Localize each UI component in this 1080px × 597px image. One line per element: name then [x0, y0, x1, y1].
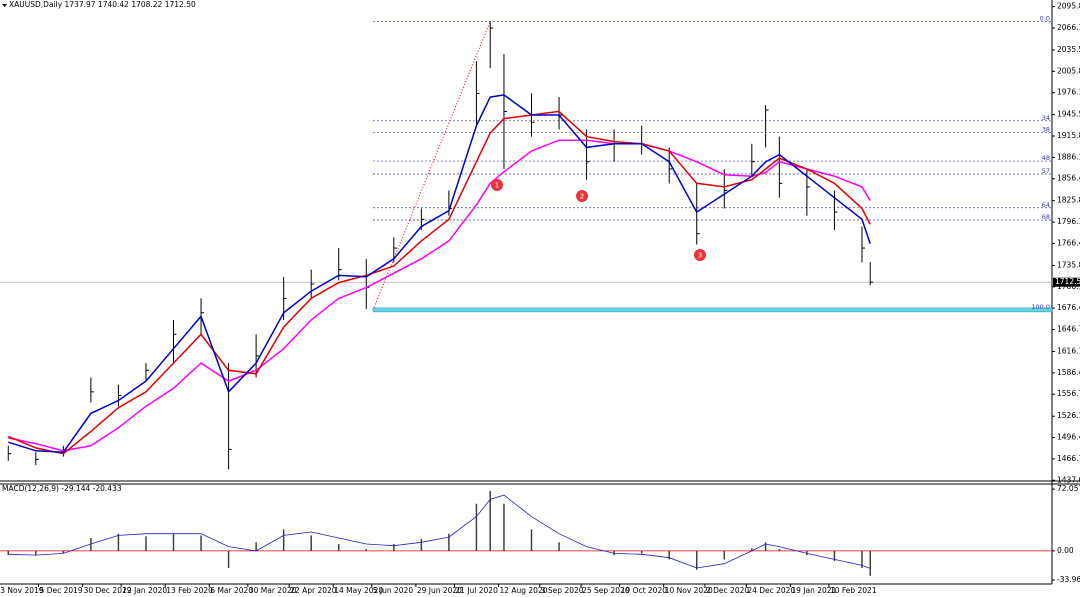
x-tick-label: 21 Jul 2020	[455, 586, 498, 595]
y-tick-label: 2066.10	[1057, 23, 1080, 32]
x-tick-label: 10 Nov 2020	[665, 586, 713, 595]
x-tick-label: 3 Sep 2020	[541, 586, 584, 595]
fib-label: 100.0	[1031, 303, 1050, 311]
y-tick-label: 1466.70	[1057, 454, 1080, 463]
y-tick-label: 1586.40	[1057, 368, 1080, 377]
x-tick-label: 13 Nov 2019	[0, 586, 44, 595]
signal-line	[8, 494, 871, 569]
x-tick-label: 30 Mar 2020	[249, 586, 297, 595]
macd-label: MACD(12,26,9) -29.144 -20.433	[2, 484, 122, 493]
x-tick-label: 12 Aug 2020	[499, 586, 547, 595]
x-tick-label: 5 Jun 2020	[373, 586, 414, 595]
y-tick-label: 2035.50	[1057, 45, 1080, 54]
marker	[491, 179, 503, 191]
y-tick-label: 1676.40	[1057, 303, 1080, 312]
y-tick-label: 1735.80	[1057, 260, 1080, 269]
fib-label: 38	[1042, 125, 1050, 133]
x-tick-label: 14 May 2020	[334, 586, 383, 595]
y-tick-label: -33.963	[1057, 575, 1080, 584]
current-price-box	[1053, 277, 1080, 287]
x-tick-label: 24 Dec 2020	[747, 586, 795, 595]
x-tick-label: 22 Apr 2020	[290, 586, 337, 595]
x-tick-label: 10 Feb 2021	[830, 586, 877, 595]
y-tick-label: 72.057	[1057, 484, 1080, 493]
fib-label: 68	[1042, 213, 1050, 221]
y-tick-label: 1915.80	[1057, 131, 1080, 140]
x-tick-label: 19 Oct 2020	[621, 586, 668, 595]
x-tick-label: 2 Dec 2020	[706, 586, 749, 595]
chart-title: XAUUSD,Daily 1737.97 1740.42 1708.22 171…	[9, 0, 196, 9]
y-tick-label: 1766.40	[1057, 238, 1080, 247]
fib-label: 0.0	[1040, 15, 1050, 23]
marker-label: 3	[698, 252, 702, 260]
fib-band	[372, 307, 1053, 313]
moving-average	[8, 139, 871, 452]
fib-label: 64	[1042, 201, 1050, 209]
fib-trend-line	[372, 21, 491, 311]
moving-average	[8, 94, 871, 453]
x-tick-label: 22 Jan 2020	[122, 586, 167, 595]
y-tick-label: 1556.70	[1057, 389, 1080, 398]
y-tick-label: 1976.10	[1057, 88, 1080, 97]
y-tick-label: 1796.10	[1057, 217, 1080, 226]
x-tick-label: 13 Feb 2020	[166, 586, 213, 595]
current-price-label: 1712.50	[1055, 277, 1080, 286]
marker	[576, 190, 588, 202]
menu-icon[interactable]	[2, 4, 7, 7]
marker	[694, 249, 706, 261]
y-tick-label: 1945.50	[1057, 110, 1080, 119]
fib-label: 34	[1042, 114, 1050, 122]
moving-average	[8, 110, 871, 455]
y-tick-label: 1825.80	[1057, 196, 1080, 205]
y-tick-label: 1526.10	[1057, 411, 1080, 420]
x-tick-label: 5 Dec 2019	[40, 586, 83, 595]
y-tick-label: 1646.70	[1057, 325, 1080, 334]
y-tick-label: 1496.40	[1057, 433, 1080, 442]
fib-label: 48	[1042, 154, 1050, 162]
x-tick-label: 19 Jan 2021	[791, 586, 836, 595]
y-tick-label: 1886.10	[1057, 152, 1080, 161]
x-tick-label: 25 Sep 2020	[582, 586, 630, 595]
y-tick-label: 2095.80	[1057, 2, 1080, 11]
fib-label: 57	[1042, 167, 1050, 175]
marker-label: 2	[580, 193, 584, 201]
y-tick-label: 1856.40	[1057, 174, 1080, 183]
marker-label: 1	[495, 182, 499, 190]
x-tick-label: 6 Mar 2020	[210, 586, 253, 595]
x-tick-label: 30 Dec 2019	[84, 586, 132, 595]
y-tick-label: 2005.80	[1057, 66, 1080, 75]
y-tick-label: 1437.00	[1057, 475, 1080, 484]
x-tick-label: 29 Jun 2020	[417, 586, 462, 595]
y-tick-label: 0.00	[1057, 546, 1074, 555]
y-tick-label: 1616.10	[1057, 347, 1080, 356]
